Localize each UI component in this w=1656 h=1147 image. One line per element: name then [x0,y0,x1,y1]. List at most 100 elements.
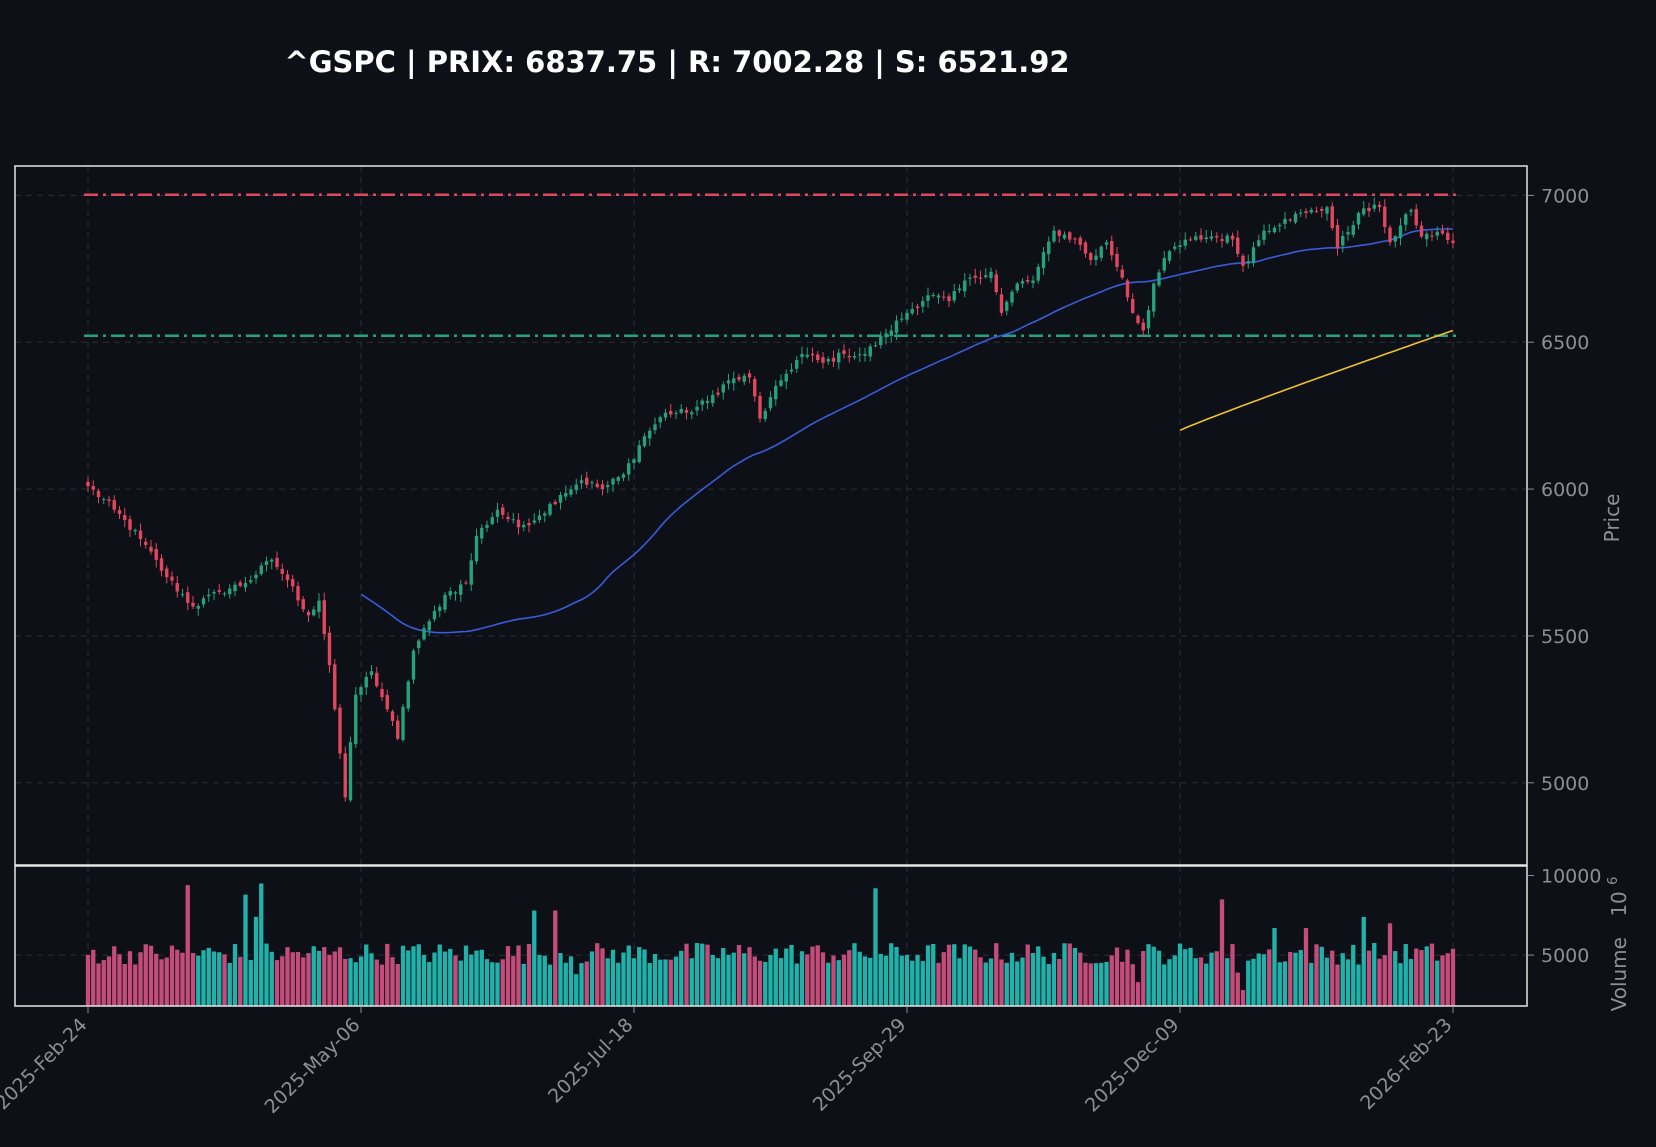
candle [191,595,195,610]
volume-bar [983,962,988,1006]
volume-bar [579,963,584,1006]
candle [1398,218,1403,246]
candle [1146,305,1151,334]
candle [411,648,416,684]
candle-body [1257,240,1261,246]
candle [600,479,605,496]
candle [821,351,825,369]
volume-bar [1093,963,1099,1006]
candle-body [1388,227,1392,243]
candle [1141,318,1145,337]
candle-body [1288,219,1292,221]
volume-bar [1099,962,1104,1006]
candle-body [753,379,757,397]
candle-body [653,424,657,431]
candle-body [537,515,542,520]
volume-bar [768,954,773,1006]
candle-body [637,445,641,463]
candle-body [186,592,190,603]
price-tick-label: 6500 [1541,332,1589,354]
candle-body [789,369,794,372]
candle-body [695,406,699,411]
candle [543,511,547,523]
volume-bar [448,948,453,1006]
candle [795,355,799,374]
volume-bar [589,951,595,1006]
candle [1314,206,1319,213]
volume-bar [878,953,883,1006]
candle [1183,232,1187,250]
candle [243,576,248,592]
volume-bar [637,947,642,1006]
candle [905,309,909,324]
candle-body [1293,213,1298,223]
candle [1031,275,1035,289]
volume-bar [1156,950,1162,1006]
candle-body [432,610,437,620]
candle-body [595,483,599,488]
volume-bar [778,958,784,1006]
volume-bar [264,943,269,1006]
candle [322,592,326,641]
candle [275,551,279,570]
candle-body [942,296,946,298]
candle-body [978,277,983,279]
candle-body [375,672,379,687]
volume-bar [721,948,726,1006]
candle-body [238,582,242,586]
candle-body [96,490,101,498]
volume-bar [715,958,721,1006]
volume-bar [1408,959,1414,1006]
candle-body [1430,235,1434,237]
candle [212,589,216,601]
volume-bar [1261,954,1267,1006]
candle-body [422,628,426,640]
volume-bar [1130,964,1135,1006]
candle [301,596,305,613]
candle [1440,224,1445,236]
candle [1335,218,1340,256]
candle [1089,251,1093,265]
volume-bar [1309,962,1314,1006]
candle-body [1173,246,1177,249]
candle [138,523,143,547]
candle-body [1089,253,1093,260]
candle [837,348,841,370]
volume-bar [568,956,574,1006]
volume-bar [306,953,311,1006]
candle [742,373,746,386]
candle [291,574,295,592]
candle [343,746,347,802]
volume-bar [1125,949,1130,1006]
candle [737,373,741,383]
candle [280,563,284,582]
candle [732,371,736,391]
candle [1026,275,1030,284]
candle [1272,225,1277,234]
candle [968,273,972,286]
candle [716,387,720,398]
candle [606,480,610,494]
candle-body [816,354,820,360]
candle-body [847,355,851,358]
candle [595,479,599,489]
candle-body [1309,209,1313,213]
volume-bar [169,945,175,1006]
candle-body [1451,240,1455,244]
candle [711,390,715,407]
candle-body [663,412,668,418]
candle [805,347,809,359]
candle-body [669,410,673,415]
candle-body [621,474,626,478]
candle-body [910,309,914,314]
candle [485,520,489,533]
candle-body [317,600,321,612]
volume-bar [1387,923,1393,1006]
candle-body [469,560,473,585]
candle-body [852,356,857,358]
volume-bar [495,962,500,1006]
volume-bar [1219,899,1225,1006]
volume-bar [1351,944,1356,1006]
candle-body [1372,204,1376,209]
volume-bar [999,959,1004,1006]
